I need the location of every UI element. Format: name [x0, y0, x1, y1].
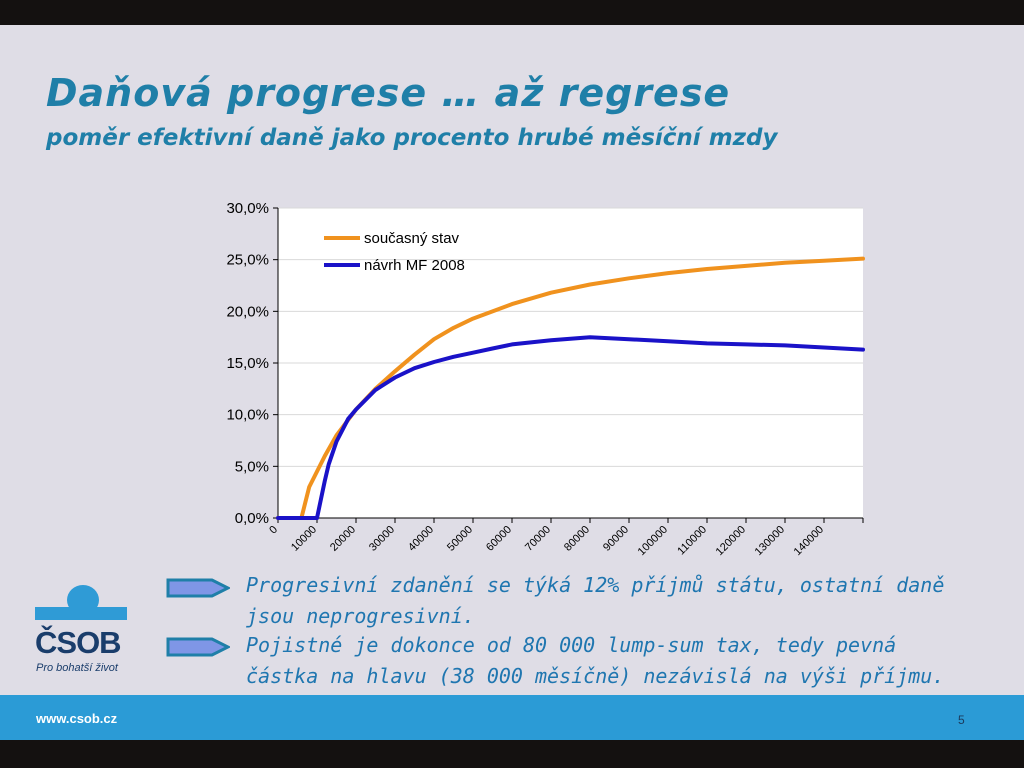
x-tick-label: 90000	[601, 524, 631, 554]
footer-bar: www.csob.cz 5	[0, 695, 1024, 740]
bullet-text-2: Pojistné je dokonce od 80 000 lump-sum t…	[246, 630, 1006, 692]
y-tick-label: 5,0%	[235, 458, 269, 475]
logo-bar	[35, 607, 127, 620]
y-tick-label: 10,0%	[226, 407, 269, 424]
bullet-2-line-1: Pojistné je dokonce od 80 000 lump-sum t…	[246, 633, 897, 657]
logo-slogan: Pro bohatší život	[36, 662, 118, 674]
logo-text: ČSOB	[35, 625, 122, 660]
x-tick-label: 140000	[792, 524, 826, 558]
x-tick-label: 70000	[523, 524, 553, 554]
x-tick-label: 80000	[562, 524, 592, 554]
arrow-right-icon	[166, 578, 230, 598]
x-tick-label: 20000	[328, 524, 358, 554]
x-tick-label: 40000	[406, 524, 436, 554]
legend-label: současný stav	[364, 230, 460, 247]
x-tick-label: 60000	[484, 524, 514, 554]
slide: Daňová progrese … až regrese poměr efekt…	[0, 25, 1024, 740]
bullet-2-line-2: částka na hlavu (38 000 měsíčně) nezávis…	[246, 664, 945, 688]
y-tick-label: 30,0%	[226, 200, 269, 217]
x-tick-label: 50000	[445, 524, 475, 554]
slide-subtitle: poměr efektivní daně jako procento hrubé…	[46, 125, 778, 151]
y-tick-label: 15,0%	[226, 355, 269, 372]
x-tick-label: 30000	[367, 524, 397, 554]
y-tick-label: 20,0%	[226, 303, 269, 320]
footer-url: www.csob.cz	[36, 711, 118, 726]
csob-logo: ČSOB Pro bohatší život	[33, 585, 133, 685]
y-tick-label: 25,0%	[226, 252, 269, 269]
x-tick-label: 0	[267, 524, 280, 537]
series-current-line	[276, 256, 865, 520]
x-tick-label: 120000	[714, 524, 748, 558]
bullet-text-1: Progresivní zdanění se týká 12% příjmů s…	[246, 570, 1006, 632]
x-tick-label: 100000	[636, 524, 670, 558]
x-tick-label: 130000	[753, 524, 787, 558]
bullet-1-line-2: jsou neprogresivní.	[246, 604, 475, 628]
y-tick-label: 0,0%	[235, 510, 269, 527]
tax-rate-chart: 0,0% 5,0% 10,0% 15,0% 20,0% 25,0% 30,0% 0 10000 2…	[226, 200, 865, 558]
bullet-1-line-1: Progresivní zdanění se týká 12% příjmů s…	[246, 573, 945, 597]
legend-label: návrh MF 2008	[364, 257, 465, 274]
arrow-right-icon	[166, 637, 230, 657]
x-tick-label: 110000	[675, 524, 709, 558]
x-tick-label: 10000	[289, 524, 319, 554]
slide-title: Daňová progrese … až regrese	[46, 71, 731, 115]
page-number: 5	[958, 713, 965, 727]
series-proposal-line	[276, 335, 865, 520]
